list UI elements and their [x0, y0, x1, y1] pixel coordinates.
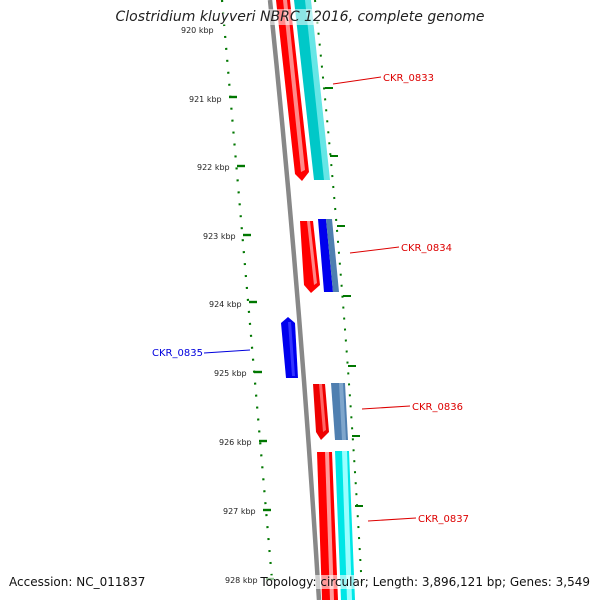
label-leader-line	[367, 517, 417, 522]
ruler-tick-label: 926 kbp	[219, 438, 252, 447]
label-leader-line	[349, 246, 400, 254]
gene-label[interactable]: CKR_0834	[401, 243, 452, 254]
gene-label[interactable]: CKR_0833	[383, 73, 434, 84]
label-leader-line	[361, 405, 411, 410]
ruler-tick-label: 924 kbp	[209, 300, 242, 309]
cds-highlight	[307, 221, 317, 285]
ruler-tick-label: 925 kbp	[214, 369, 247, 378]
product-track-cyan-highlight	[342, 451, 352, 600]
gene-label[interactable]: CKR_0836	[412, 402, 463, 413]
accession-label: Accession: NC_011837	[9, 575, 146, 589]
gene-ckr-0835[interactable]	[281, 317, 298, 378]
ruler-tick-label: 927 kbp	[223, 507, 256, 516]
cds-highlight	[283, 0, 305, 172]
label-leader-line	[332, 76, 382, 85]
genome-ruler: 920 kbp 921 kbp 922 kbp 923 kbp 924 kbp …	[181, 0, 274, 585]
gene-ckr-0837[interactable]	[317, 451, 355, 600]
gene-ckr-0836[interactable]	[313, 383, 348, 440]
gene-label[interactable]: CKR_0837	[418, 514, 469, 525]
gene-ckr-0834[interactable]	[300, 219, 339, 293]
ruler-tick-label: 920 kbp	[181, 26, 214, 35]
gene-label[interactable]: CKR_0835	[152, 348, 203, 359]
cds-highlight	[325, 452, 334, 600]
product-track-steel	[326, 219, 339, 292]
outer-ruler	[314, 0, 363, 591]
cds-highlight	[319, 384, 326, 432]
ruler-tick-label: 923 kbp	[203, 232, 236, 241]
ruler-tick-label: 928 kbp	[225, 576, 258, 585]
ruler-tick-label: 921 kbp	[189, 95, 222, 104]
product-track-steel-highlight	[339, 383, 346, 440]
label-leader-line	[203, 349, 251, 354]
genome-backbone	[267, 0, 322, 600]
product-track-cyan-highlight	[305, 0, 330, 180]
genome-title: Clostridium kluyveri NBRC 12016, complet…	[0, 9, 600, 25]
product-track-blue	[318, 219, 333, 292]
ruler-tick-label: 922 kbp	[197, 163, 230, 172]
genome-summary: Topology: circular; Length: 3,896,121 bp…	[260, 575, 590, 589]
gene-ckr-0833[interactable]	[276, 0, 330, 181]
cds-highlight	[288, 322, 295, 376]
ruler-dotted-line	[220, 0, 274, 581]
outer-ruler-dotted-line	[314, 0, 363, 591]
